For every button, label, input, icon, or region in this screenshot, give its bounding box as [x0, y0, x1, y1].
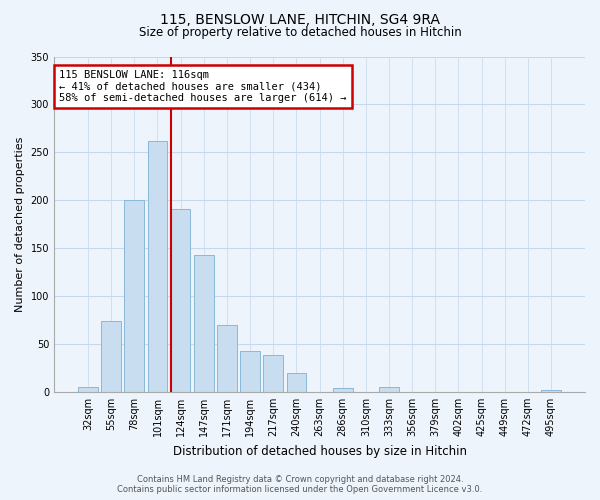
- Bar: [101, 321, 121, 392]
- Bar: [78, 387, 98, 392]
- Text: 115, BENSLOW LANE, HITCHIN, SG4 9RA: 115, BENSLOW LANE, HITCHIN, SG4 9RA: [160, 12, 440, 26]
- Bar: [287, 373, 306, 392]
- Bar: [263, 354, 283, 392]
- Text: 115 BENSLOW LANE: 116sqm
← 41% of detached houses are smaller (434)
58% of semi-: 115 BENSLOW LANE: 116sqm ← 41% of detach…: [59, 70, 347, 103]
- Text: Size of property relative to detached houses in Hitchin: Size of property relative to detached ho…: [139, 26, 461, 39]
- Text: Contains HM Land Registry data © Crown copyright and database right 2024.
Contai: Contains HM Land Registry data © Crown c…: [118, 474, 482, 494]
- Bar: [541, 390, 561, 392]
- Bar: [124, 200, 144, 392]
- X-axis label: Distribution of detached houses by size in Hitchin: Distribution of detached houses by size …: [173, 444, 467, 458]
- Bar: [333, 388, 353, 392]
- Y-axis label: Number of detached properties: Number of detached properties: [15, 136, 25, 312]
- Bar: [194, 255, 214, 392]
- Bar: [171, 209, 190, 392]
- Bar: [379, 387, 399, 392]
- Bar: [240, 350, 260, 392]
- Bar: [148, 141, 167, 392]
- Bar: [217, 325, 237, 392]
